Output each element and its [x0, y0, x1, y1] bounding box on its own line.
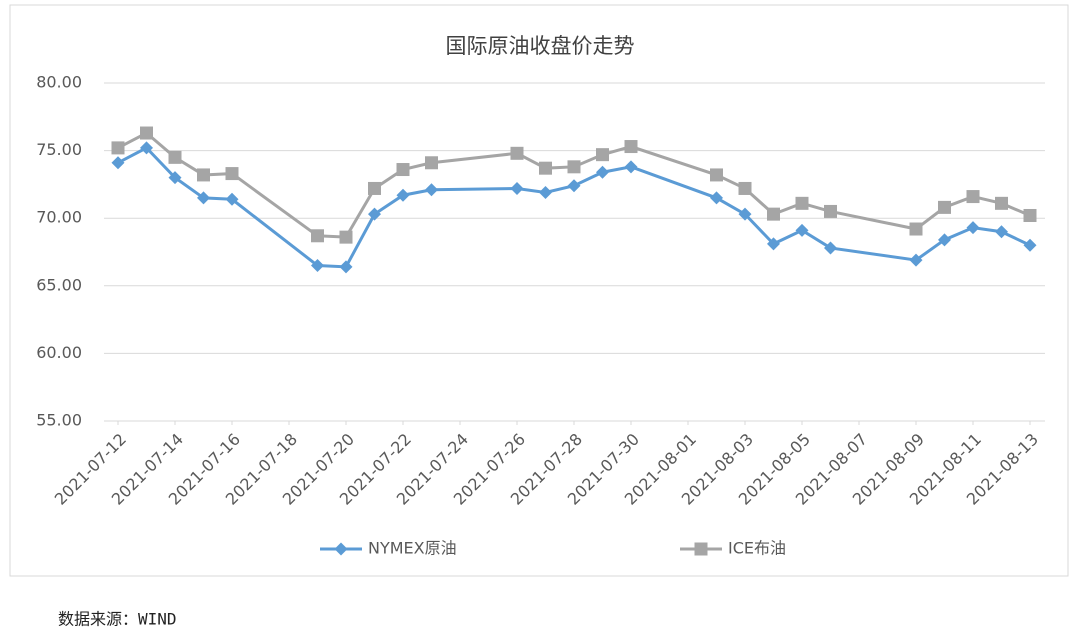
point [995, 196, 1008, 210]
point [624, 160, 638, 174]
point [596, 148, 609, 162]
point [539, 186, 552, 200]
point [111, 156, 125, 170]
point [140, 141, 153, 155]
point [168, 171, 182, 185]
point [339, 230, 353, 244]
point [909, 253, 923, 267]
point [938, 200, 951, 214]
point [368, 181, 381, 195]
point [795, 223, 809, 237]
point [510, 181, 524, 195]
point [738, 181, 752, 195]
point [197, 191, 210, 205]
point [111, 141, 125, 155]
point [539, 161, 552, 175]
point [368, 207, 381, 221]
chart-border [9, 4, 1069, 577]
legend-label: ICE布油 [728, 539, 786, 558]
y-tick-label: 65.00 [36, 275, 82, 294]
point [396, 188, 410, 202]
legend-marker [694, 542, 708, 556]
point [909, 222, 923, 236]
point [710, 168, 723, 182]
point [1023, 208, 1037, 222]
point [795, 196, 809, 210]
y-tick-label: 70.00 [36, 208, 82, 227]
point [425, 183, 438, 197]
point [225, 167, 239, 181]
point [596, 165, 609, 179]
point [824, 241, 837, 255]
point [140, 126, 153, 140]
point [311, 229, 324, 243]
point [396, 163, 410, 177]
source-note: 数据来源：WIND [58, 610, 177, 629]
point [567, 179, 581, 193]
point [225, 192, 239, 206]
point [710, 191, 723, 205]
point [311, 259, 324, 273]
point [824, 204, 837, 218]
point [995, 225, 1008, 239]
point [567, 160, 581, 174]
point [938, 233, 951, 247]
point [1023, 238, 1037, 252]
point [624, 140, 638, 154]
y-tick-label: 80.00 [36, 73, 82, 92]
point [767, 237, 780, 251]
point [168, 150, 182, 164]
point [510, 146, 524, 160]
point [425, 156, 438, 170]
point [966, 190, 980, 204]
y-tick-label: 75.00 [36, 140, 82, 159]
legend-marker [334, 542, 348, 556]
point [767, 207, 780, 221]
point [197, 168, 210, 182]
chart-title: 国际原油收盘价走势 [446, 34, 635, 58]
legend-label: NYMEX原油 [368, 539, 457, 558]
point [339, 260, 353, 274]
y-tick-label: 60.00 [36, 343, 82, 362]
y-tick-label: 55.00 [36, 411, 82, 430]
point [738, 207, 752, 221]
point [966, 221, 980, 235]
